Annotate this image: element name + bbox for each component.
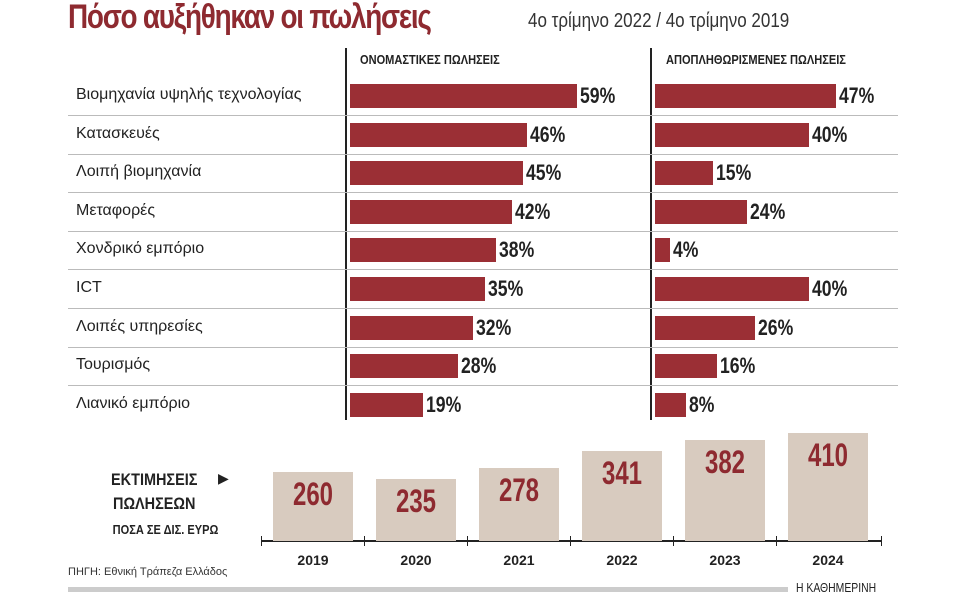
- bar-nominal: [350, 199, 512, 224]
- estimate-bar: [479, 467, 559, 541]
- category-label: Χονδρικό εμπόριο: [76, 240, 205, 258]
- data-label: 19%: [426, 391, 462, 417]
- bar-deflated: [655, 315, 756, 340]
- footer-rule: [68, 587, 788, 592]
- data-label: 47%: [838, 83, 875, 108]
- brand-logo: Η ΚΑΘΗΜΕΡΙΝΗ: [796, 580, 877, 595]
- bar-deflated: [655, 84, 836, 108]
- estimate-bar: [273, 472, 353, 541]
- triangle-right-icon: ▶: [218, 470, 229, 486]
- year-label: 2024: [812, 552, 844, 568]
- source-note: ΠΗΓΗ: Εθνική Τράπεζα Ελλάδος: [68, 566, 228, 578]
- category-label: Μεταφορές: [76, 201, 156, 219]
- axis-tick: [467, 536, 468, 546]
- category-label: Βιομηχανία υψηλής τεχνολογίας: [76, 86, 302, 103]
- estimate-value: 382: [704, 444, 746, 481]
- bar-nominal: [350, 354, 458, 379]
- bar-nominal: [350, 122, 528, 147]
- category-label: Κατασκευές: [76, 124, 160, 142]
- category-label: Λοιπές υπηρεσίες: [76, 317, 203, 335]
- year-label: 2019: [297, 552, 329, 568]
- year-label: 2022: [606, 552, 638, 568]
- estimate-bar: [685, 440, 765, 541]
- data-label: 59%: [580, 83, 616, 108]
- estimates-title: ΕΚΤΙΜΗΣΕΙΣ ΠΩΛΗΣΕΩΝ: [91, 468, 219, 516]
- estimates-unit: ΠΟΣΑ ΣΕ ΔΙΣ. ΕΥΡΩ: [112, 522, 218, 537]
- row-separator: [68, 346, 898, 348]
- data-label: 40%: [812, 121, 848, 147]
- row-separator: [68, 385, 898, 387]
- data-label: 4%: [673, 237, 699, 263]
- estimates-title-text: ΕΚΤΙΜΗΣΕΙΣ ΠΩΛΗΣΕΩΝ: [111, 470, 198, 513]
- estimate-value: 278: [498, 471, 540, 508]
- row-separator: [68, 308, 898, 309]
- year-label: 2020: [400, 552, 432, 568]
- axis-tick: [776, 536, 777, 546]
- estimate-value: 341: [601, 454, 643, 491]
- bar-deflated: [655, 277, 809, 301]
- chart-subtitle: 4ο τρίμηνο 2022 / 4ο τρίμηνο 2019: [528, 10, 790, 32]
- axis-tick: [881, 536, 882, 546]
- data-label: 45%: [526, 160, 562, 186]
- data-label: 8%: [688, 391, 715, 417]
- data-label: 35%: [487, 276, 523, 301]
- chart-title: Πόσο αυξήθηκαν οι πωλήσεις: [68, 0, 432, 36]
- column-divider: [345, 48, 347, 420]
- series-header-nominal: ΟΝΟΜΑΣΤΙΚΕΣ ΠΩΛΗΣΕΙΣ: [360, 52, 500, 67]
- year-label: 2021: [503, 552, 535, 568]
- estimate-bar: [582, 450, 662, 541]
- bar-deflated: [655, 392, 686, 417]
- row-separator: [68, 230, 898, 232]
- bar-deflated: [655, 199, 748, 224]
- bar-deflated: [655, 122, 809, 147]
- bar-nominal: [350, 161, 524, 186]
- bar-nominal: [350, 238, 497, 263]
- category-label: Λοιπή βιομηχανία: [76, 163, 202, 181]
- row-separator: [68, 269, 898, 271]
- year-label: 2023: [709, 552, 741, 568]
- estimate-bar: [376, 478, 456, 541]
- bar-deflated: [655, 354, 717, 379]
- category-label: Τουρισμός: [76, 356, 151, 374]
- row-separator: [68, 115, 898, 116]
- row-separator: [68, 153, 898, 155]
- bar-nominal: [350, 392, 424, 417]
- column-divider: [650, 48, 652, 420]
- axis-tick: [364, 536, 365, 546]
- x-axis: [262, 540, 882, 542]
- axis-tick: [673, 536, 674, 546]
- axis-tick: [261, 536, 262, 546]
- data-label: 16%: [719, 353, 755, 379]
- data-label: 32%: [476, 314, 512, 340]
- data-label: 42%: [514, 198, 550, 224]
- estimate-value: 410: [807, 436, 849, 473]
- series-header-deflated: ΑΠΟΠΛΗΘΩΡΙΣΜΕΝΕΣ ΠΩΛΗΣΕΙΣ: [666, 52, 846, 67]
- data-label: 40%: [812, 276, 848, 301]
- bar-nominal: [350, 315, 474, 340]
- estimate-value: 235: [395, 482, 437, 519]
- bar-nominal: [350, 277, 485, 301]
- data-label: 15%: [715, 160, 751, 186]
- category-label: Λιανικό εμπόριο: [76, 394, 191, 412]
- data-label: 26%: [758, 314, 794, 340]
- data-label: 46%: [530, 121, 566, 147]
- data-label: 38%: [499, 237, 535, 263]
- bar-deflated: [655, 161, 713, 186]
- category-label: ICT: [76, 279, 102, 296]
- data-label: 24%: [750, 198, 786, 224]
- bar-deflated: [655, 238, 671, 263]
- data-label: 28%: [460, 353, 497, 379]
- estimate-bar: [788, 432, 868, 541]
- row-separator: [68, 192, 898, 194]
- bar-nominal: [350, 84, 578, 108]
- estimate-value: 260: [292, 476, 334, 513]
- axis-tick: [570, 536, 571, 546]
